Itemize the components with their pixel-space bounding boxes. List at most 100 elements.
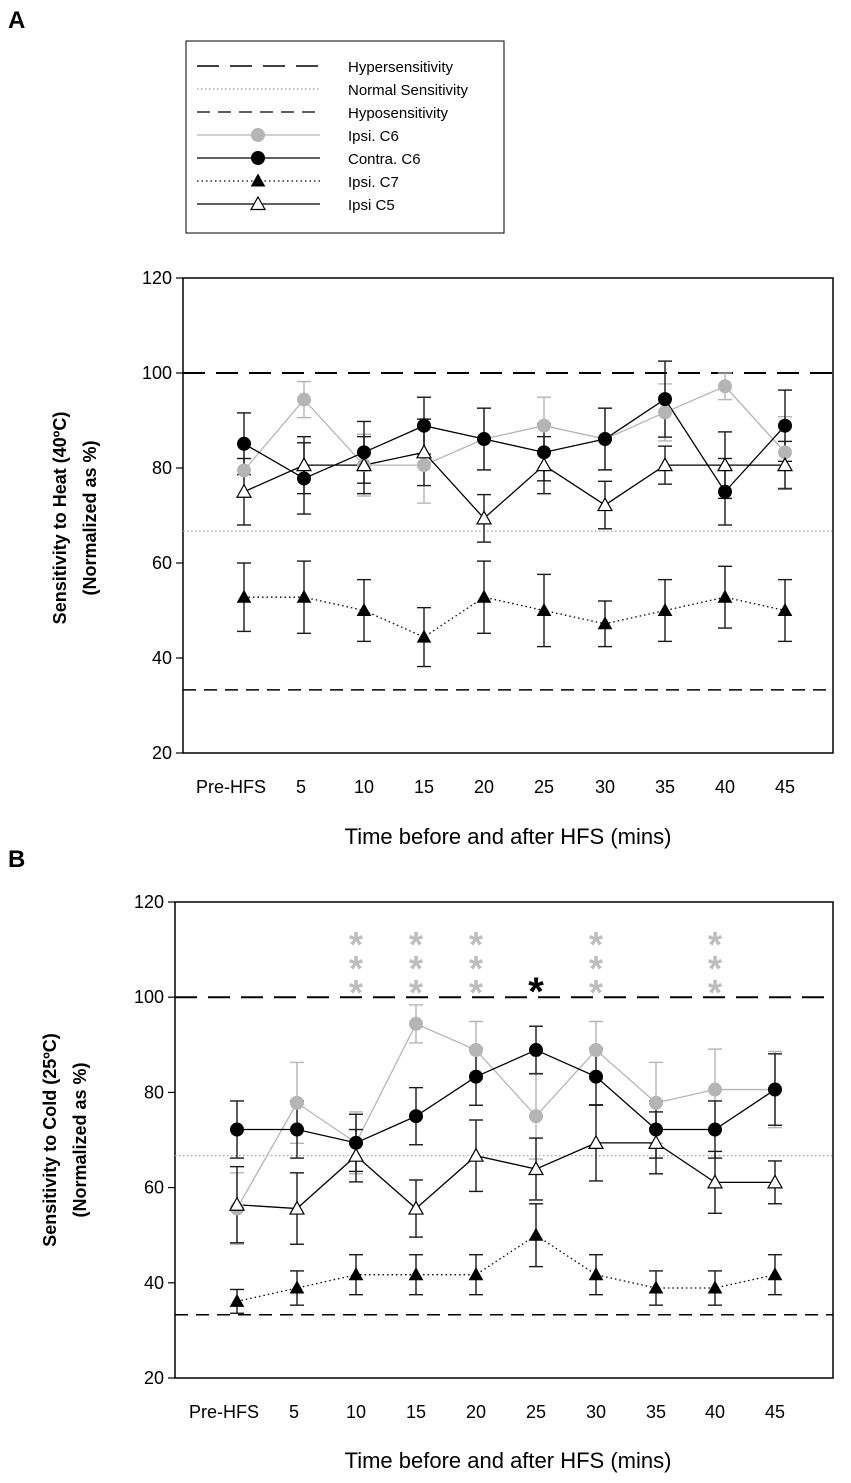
legend-label-2: Hyposensitivity [348,105,449,122]
panel-a-x-tick-label-3: 15 [414,777,434,797]
panel-b-x-tick-label-2: 10 [346,1402,366,1422]
panel-b-point-contra-c6-6 [589,1069,603,1084]
panel-a-point-contra-c6-1 [297,471,311,486]
legend-label-4: Contra. C6 [348,151,421,168]
panel-b-point-ipsi-c5-3 [407,1200,425,1215]
panel-a-point-ipsi-c6-5 [537,418,551,433]
panel-a-plot-frame [182,277,834,754]
panel-a-point-contra-c6-2 [357,445,371,460]
panel-a-point-ipsi-c6-9 [778,445,792,460]
panel-a-point-ipsi-c7-1 [296,589,312,603]
panel-b-significance-mark-0: * * * [349,924,363,1013]
panel-a-y-tick-label-2: 60 [152,553,172,573]
panel-b-significance-star-2-1: * [469,948,483,989]
panel-a-series-line-contra-c6 [243,398,786,493]
panel-b-significance-star-4-2: * [589,972,603,1013]
panel-a-point-ipsi-c7-7 [657,602,673,616]
panel-a-y-tick-label-5: 120 [142,268,172,288]
legend-label-1: Normal Sensitivity [348,82,469,99]
panel-a-point-ipsi-c5-4 [475,510,493,525]
panel-a-point-ipsi-c5-9 [776,456,794,472]
panel-b-point-contra-c6-2 [349,1135,363,1150]
panel-b-point-ipsi-c5-4 [467,1147,485,1162]
panel-b-x-tick-label-3: 15 [406,1402,426,1422]
panel-b-point-ipsi-c7-8 [707,1280,723,1294]
panel-b-point-ipsi-c6-3 [409,1016,423,1031]
panel-b-significance-star-0-1: * [349,948,363,989]
panel-a-point-contra-c6-8 [718,484,732,499]
panel-b-series-line-ipsi-c7 [236,1234,776,1302]
panel-b-significance-star-2-0: * [469,924,483,965]
panel-b-point-ipsi-c6-6 [589,1043,603,1058]
panel-b-x-tick-label-1: 5 [289,1402,299,1422]
panel-b-y-axis-label-line2: (Normalized as %) [70,1062,90,1217]
panel-b-point-contra-c6-1 [290,1122,304,1137]
panel-a-x-tick-label-2: 10 [354,777,374,797]
legend-sample-ipsi-c6-marker [251,128,265,142]
panel-b-point-ipsi-c6-4 [469,1043,483,1058]
panel-b-point-ipsi-c7-3 [408,1267,424,1281]
panel-a-point-ipsi-c5-6 [596,496,614,512]
panel-a-point-ipsi-c5-0 [235,483,253,498]
panel-a-y-tick-label-4: 100 [142,363,172,383]
panel-b-significance-mark-2: * * * [469,924,483,1013]
panel-a-x-tick-label-4: 20 [474,777,494,797]
panel-a-y-tick-label-1: 40 [152,648,172,668]
panel-b-x-tick-label-5: 25 [526,1402,546,1422]
panel-b-point-ipsi-c5-8 [706,1174,724,1189]
panel-b-significance-star-2-2: * [469,972,483,1013]
panel-b-x-axis-label: Time before and after HFS (mins) [345,1448,672,1473]
panel-a-y-tick-label-3: 80 [152,458,172,478]
panel-b-point-contra-c6-0 [230,1122,244,1137]
panel-b-point-ipsi-c7-7 [648,1280,664,1294]
panel-a-point-ipsi-c7-3 [416,629,432,643]
panel-a-point-ipsi-c5-2 [355,456,373,472]
panel-a-point-contra-c6-9 [778,418,792,433]
panel-b-series-line-ipsi-c5 [236,1142,775,1210]
panel-a-letter: A [8,7,25,34]
legend-sample-contra-c6-marker [251,151,265,165]
panel-b-point-contra-c6-3 [409,1109,423,1124]
panel-b-point-contra-c6-7 [649,1122,663,1137]
panel-b-point-ipsi-c5-6 [587,1134,605,1149]
panel-a-x-tick-label-6: 30 [595,777,615,797]
panel-a-y-axis-label-line1: Sensitivity to Heat (40ºC) [50,412,70,625]
panel-a-point-ipsi-c7-5 [536,602,552,616]
panel-a-x-axis-label: Time before and after HFS (mins) [345,824,672,849]
panel-a-point-ipsi-c7-6 [597,616,613,630]
panel-b-y-tick-label-2: 60 [144,1178,164,1198]
panel-b-plot-frame [174,901,834,1379]
panel-a-point-ipsi-c7-9 [777,602,793,616]
legend-label-0: Hypersensitivity [348,59,454,76]
panel-b-significance-mark-5: * * * [708,924,722,1013]
panel-b-point-ipsi-c7-6 [588,1267,604,1281]
panel-a-x-tick-label-5: 25 [534,777,554,797]
panel-b-significance-star-5-1: * [708,948,722,989]
panel-a-series-line-ipsi-c7 [244,596,786,638]
panel-a-point-ipsi-c6-1 [297,392,311,407]
panel-a-x-tick-label-8: 40 [715,777,735,797]
legend-sample-ipsi-c7-marker [250,173,266,187]
panel-b-point-ipsi-c7-1 [289,1280,305,1294]
panel-a-point-ipsi-c7-8 [717,589,733,603]
panel-a-point-ipsi-c7-4 [476,589,492,603]
panel-a-point-ipsi-c6-8 [718,379,732,394]
panel-b-point-contra-c6-8 [708,1122,722,1137]
panel-a-point-ipsi-c5-3 [415,444,433,459]
panel-a-chart: 20 40 60 80 100 120 Pre-HFS 5 10 15 20 25 30 35 40 45 T… [50,268,834,849]
panel-b-y-axis-label-line1: Sensitivity to Cold (25ºC) [40,1033,60,1247]
panel-b-point-ipsi-c7-9 [767,1267,783,1281]
panel-b-significance-star-4-1: * [589,948,603,989]
panel-b-y-tick-label-1: 40 [144,1273,164,1293]
legend-sample-ipsi-c5-marker [249,195,267,211]
panel-b-y-tick-label-5: 120 [134,892,164,912]
panel-b-significance-star-5-2: * [708,972,722,1013]
panel-a-point-contra-c6-6 [598,432,612,447]
panel-b-point-ipsi-c7-4 [468,1267,484,1281]
panel-a-series-line-ipsi-c6 [243,385,786,471]
legend-box [185,40,505,234]
panel-b-point-contra-c6-5 [529,1043,543,1058]
panel-b-y-tick-label-3: 80 [144,1082,164,1102]
